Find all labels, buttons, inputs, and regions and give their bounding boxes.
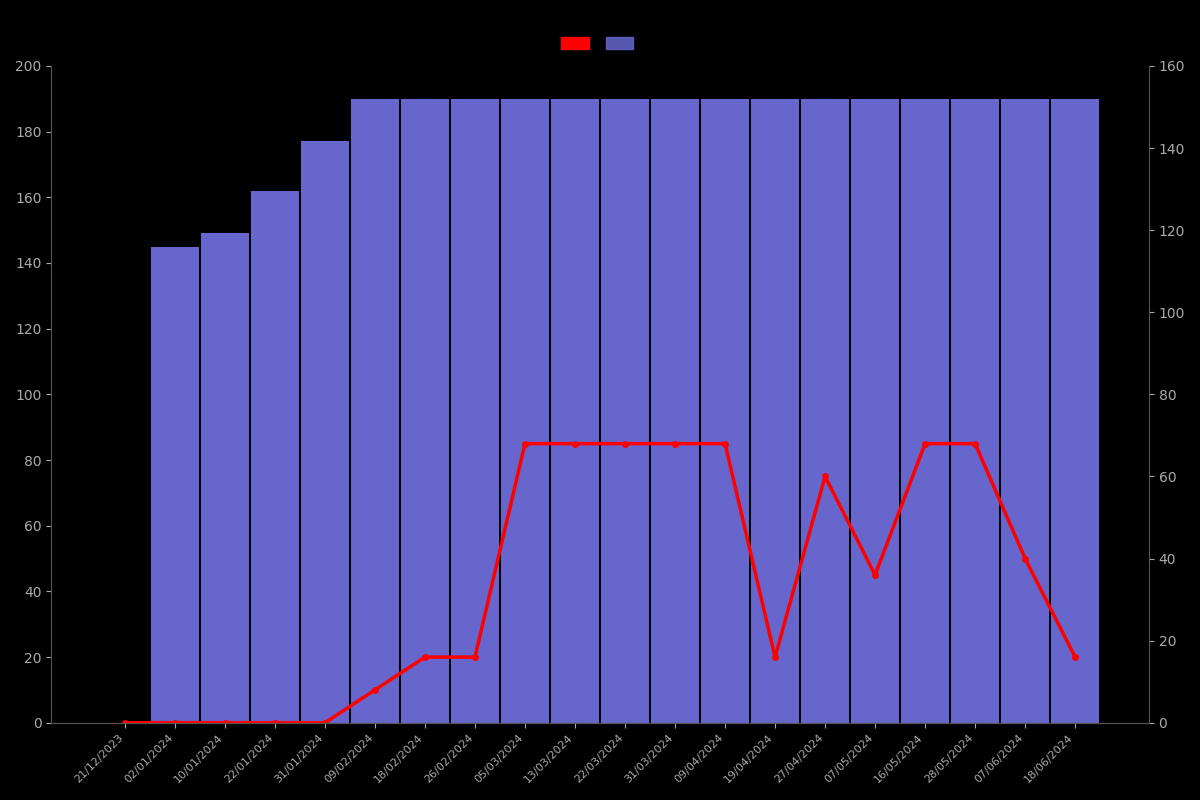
Bar <box>202 234 248 722</box>
Bar <box>701 98 749 722</box>
Bar <box>352 98 398 722</box>
Legend: , : , <box>562 37 638 50</box>
Bar <box>652 98 698 722</box>
Bar <box>1001 98 1049 722</box>
Bar <box>601 98 649 722</box>
Bar <box>751 98 799 722</box>
Bar <box>251 190 299 722</box>
Bar <box>301 142 349 722</box>
Bar <box>802 98 848 722</box>
Bar <box>1051 98 1099 722</box>
Bar <box>451 98 499 722</box>
Bar <box>151 246 199 722</box>
Bar <box>551 98 599 722</box>
Bar <box>952 98 998 722</box>
Bar <box>901 98 949 722</box>
Bar <box>851 98 899 722</box>
Bar <box>401 98 449 722</box>
Bar <box>502 98 548 722</box>
